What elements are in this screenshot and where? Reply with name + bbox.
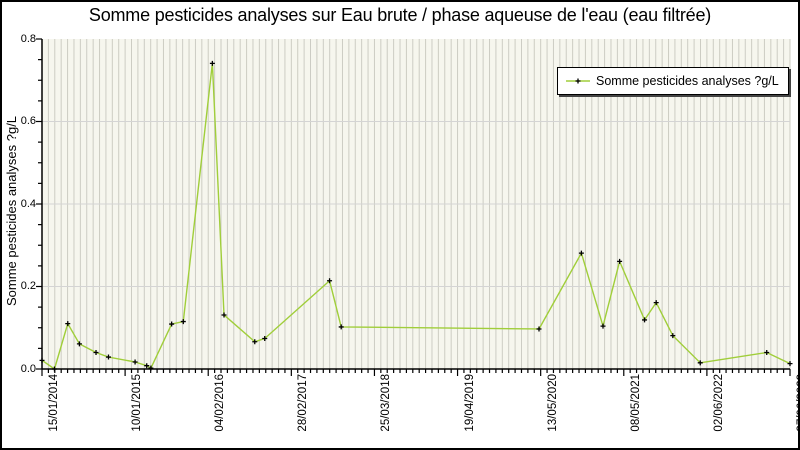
chart-title: Somme pesticides analyses sur Eau brute … — [88, 5, 712, 25]
x-axis-tick-label: 10/01/2015 — [131, 374, 144, 432]
y-axis-tick-label: 0.0 — [20, 362, 36, 375]
data-point-marker — [262, 335, 268, 341]
data-point-marker — [105, 354, 111, 360]
data-point-marker — [764, 350, 770, 355]
x-axis-tick-label: 08/05/2021 — [629, 374, 642, 432]
data-point-marker — [144, 363, 150, 369]
data-point-marker — [578, 250, 584, 256]
data-point-marker — [221, 312, 227, 318]
data-point-marker — [536, 326, 542, 332]
x-axis-tick-label: 27/06/2023 — [796, 374, 800, 432]
x-axis-tick-label: 25/03/2018 — [380, 374, 393, 432]
y-axis-tick-label: 0.6 — [20, 115, 36, 127]
data-point-marker — [327, 278, 333, 284]
data-point-marker — [653, 300, 659, 306]
data-point-marker — [252, 339, 258, 345]
x-axis-tick-label: 15/01/2014 — [48, 374, 60, 432]
data-point-marker — [65, 321, 71, 327]
legend: Somme pesticides analyses ?g/L — [557, 67, 789, 95]
data-point-marker — [670, 333, 676, 339]
x-axis-tick-label: 04/02/2016 — [214, 374, 227, 432]
data-point-marker — [180, 319, 186, 325]
y-axis-tick-label: 0.2 — [20, 280, 36, 292]
x-axis-tick-label: 19/04/2019 — [463, 374, 476, 432]
x-axis-tick-label: 13/05/2020 — [546, 374, 559, 432]
legend-line-marker-icon — [566, 78, 590, 84]
data-point-marker — [697, 360, 703, 366]
legend-label: Somme pesticides analyses ?g/L — [596, 74, 779, 88]
data-point-marker — [338, 324, 344, 330]
y-axis-tick-label: 0.8 — [20, 32, 36, 45]
data-point-marker — [617, 258, 623, 264]
data-point-marker — [93, 350, 99, 355]
y-axis-tick-label: 0.4 — [20, 197, 36, 210]
data-point-marker — [600, 323, 606, 329]
data-point-marker — [132, 359, 138, 365]
data-point-marker — [787, 361, 793, 367]
data-point-marker — [642, 317, 648, 323]
data-point-marker — [209, 60, 215, 66]
data-point-marker — [169, 321, 175, 327]
x-axis-tick-label: 02/06/2022 — [712, 374, 725, 432]
data-point-marker — [76, 341, 82, 347]
x-axis-tick-label: 28/02/2017 — [297, 374, 310, 432]
